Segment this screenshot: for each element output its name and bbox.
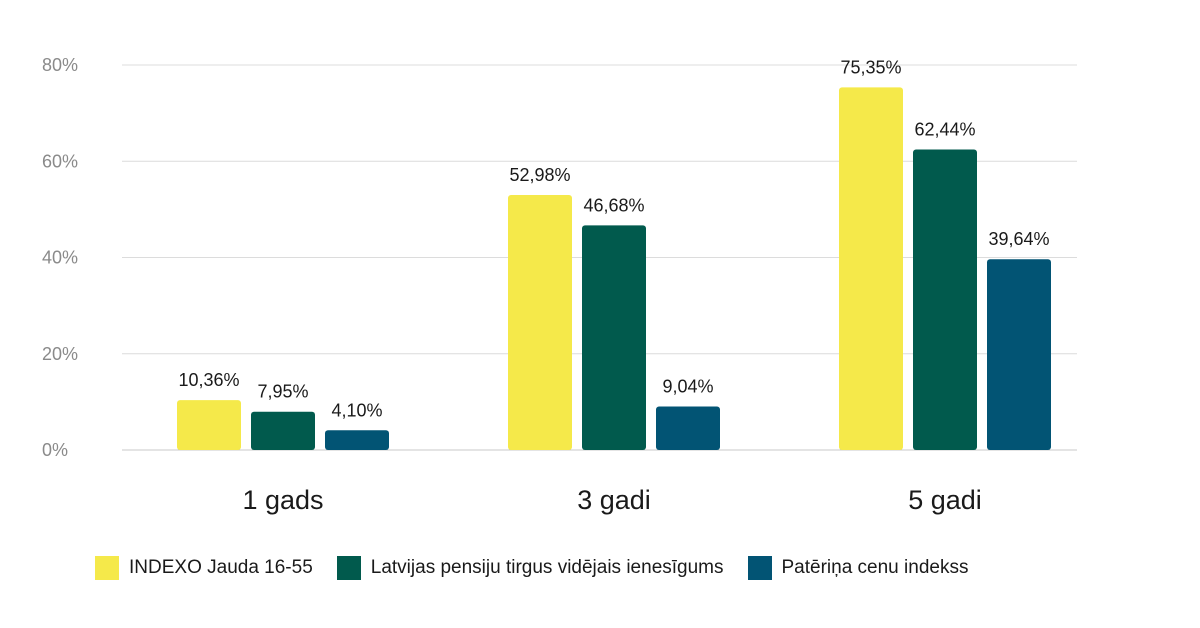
data-label: 75,35% <box>840 57 901 77</box>
legend-swatch <box>336 556 361 580</box>
bar <box>839 87 903 451</box>
legend-item-cpi: Patēriņa cenu indekss <box>747 556 969 580</box>
bar <box>325 430 389 450</box>
y-tick-label: 60% <box>42 151 78 171</box>
bar <box>656 406 720 450</box>
y-tick-label: 80% <box>42 55 78 75</box>
bar <box>177 400 241 450</box>
data-label: 10,36% <box>178 370 239 390</box>
bar <box>508 195 572 450</box>
legend-label: Latvijas pensiju tirgus vidējais ienesīg… <box>370 557 724 578</box>
bar <box>251 411 315 450</box>
chart-legend: INDEXO Jauda 16-55 Latvijas pensiju tirg… <box>95 556 992 580</box>
x-category-label: 5 gadi <box>908 485 982 515</box>
legend-label: Patēriņa cenu indekss <box>781 557 969 578</box>
data-label: 4,10% <box>331 400 382 420</box>
legend-swatch <box>95 556 119 580</box>
bar <box>987 259 1051 450</box>
data-label: 52,98% <box>509 165 570 185</box>
bar <box>913 149 977 450</box>
x-category-label: 1 gads <box>242 485 323 515</box>
bar <box>582 225 646 450</box>
data-label: 62,44% <box>914 120 975 140</box>
y-tick-label: 0% <box>42 440 68 460</box>
data-label: 39,64% <box>988 229 1049 249</box>
legend-item-indexo: INDEXO Jauda 16-55 <box>95 556 313 580</box>
x-category-label: 3 gadi <box>577 485 651 515</box>
legend-swatch <box>747 556 772 580</box>
y-tick-label: 40% <box>42 248 78 268</box>
legend-item-pension-market: Latvijas pensiju tirgus vidējais ienesīg… <box>336 556 724 580</box>
y-tick-label: 20% <box>42 344 78 364</box>
data-label: 7,95% <box>257 382 308 402</box>
data-label: 46,68% <box>583 195 644 215</box>
data-label: 9,04% <box>662 376 713 396</box>
legend-label: INDEXO Jauda 16-55 <box>129 557 313 578</box>
